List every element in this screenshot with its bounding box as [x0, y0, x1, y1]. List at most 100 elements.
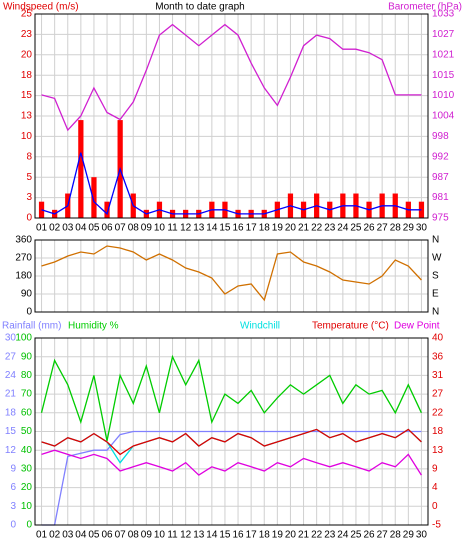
bar — [104, 201, 110, 218]
x-tick-label: 23 — [324, 223, 336, 234]
x-tick-label: 03 — [62, 530, 74, 541]
legend-entry: Windchill — [240, 321, 280, 332]
x-tick-label: 09 — [141, 223, 153, 234]
y3-tick-label: 0 — [26, 520, 32, 531]
y2-tick-label: 975 — [432, 213, 449, 224]
chart-title: Month to date graph — [155, 2, 245, 13]
y2-tick-label: N — [432, 307, 439, 318]
bar — [91, 177, 97, 218]
y2-tick-label: 1015 — [432, 70, 455, 81]
y2-tick-label: 1033 — [432, 9, 455, 20]
y2-tick-label: 27 — [432, 389, 444, 400]
legend-entry: Humidity % — [68, 321, 119, 332]
legend-entry: Rainfall (mm) — [2, 321, 61, 332]
y-tick-label: 10 — [21, 131, 33, 142]
x-tick-label: 03 — [62, 223, 74, 234]
y2-tick-label: 18 — [432, 426, 444, 437]
y2-tick-label: 13 — [432, 445, 444, 456]
legend-entry: Temperature (°C) — [312, 321, 389, 332]
x-tick-label: 18 — [259, 530, 271, 541]
y2-axis-label: Barometer (hPa) — [388, 2, 462, 13]
y-tick-label: 0 — [26, 307, 32, 318]
x-tick-label: 07 — [115, 530, 127, 541]
x-tick-label: 08 — [128, 530, 140, 541]
legend-entry: Dew Point — [394, 321, 440, 332]
y-tick-label: 30 — [5, 333, 17, 344]
x-tick-label: 28 — [390, 223, 402, 234]
y3-tick-label: 80 — [21, 370, 33, 381]
x-tick-label: 27 — [377, 223, 389, 234]
x-tick-label: 25 — [350, 530, 362, 541]
y-tick-label: 24 — [5, 370, 17, 381]
x-tick-label: 13 — [193, 223, 205, 234]
x-tick-label: 15 — [219, 530, 231, 541]
y-tick-label: 15 — [5, 426, 17, 437]
x-tick-label: 29 — [403, 223, 415, 234]
y-tick-label: 6 — [10, 482, 16, 493]
y2-tick-label: 4 — [432, 482, 438, 493]
x-tick-label: 05 — [88, 223, 100, 234]
y3-tick-label: 10 — [21, 501, 33, 512]
x-tick-label: 21 — [298, 223, 310, 234]
y-tick-label: 21 — [5, 389, 17, 400]
y2-tick-label: 36 — [432, 351, 444, 362]
y-tick-label: 27 — [5, 351, 17, 362]
plot-border — [34, 337, 429, 526]
y2-tick-label: 31 — [432, 370, 444, 381]
x-tick-label: 25 — [350, 223, 362, 234]
x-tick-label: 24 — [337, 223, 349, 234]
x-tick-label: 11 — [167, 223, 178, 234]
y-tick-label: 3 — [26, 192, 32, 203]
x-tick-label: 17 — [246, 530, 258, 541]
x-tick-label: 21 — [298, 530, 310, 541]
x-tick-label: 01 — [36, 530, 48, 541]
x-tick-label: 15 — [219, 223, 231, 234]
y2-tick-label: 1004 — [432, 111, 455, 122]
bar — [418, 201, 425, 218]
series-line — [41, 152, 422, 216]
x-tick-label: 12 — [180, 223, 192, 234]
y-tick-label: 18 — [21, 70, 33, 81]
x-tick-label: 04 — [75, 223, 87, 234]
y2-tick-label: N — [432, 235, 439, 246]
y-tick-label: 270 — [15, 253, 32, 264]
y3-tick-label: 70 — [21, 389, 33, 400]
x-tick-label: 20 — [285, 223, 297, 234]
x-tick-label: 10 — [154, 530, 166, 541]
x-tick-label: 07 — [115, 223, 127, 234]
plot-border — [34, 239, 429, 313]
y-axis-label: Windspeed (m/s) — [3, 2, 79, 13]
y-tick-label: 180 — [15, 271, 32, 282]
y2-tick-label: 22 — [432, 407, 444, 418]
x-tick-label: 14 — [206, 223, 218, 234]
x-tick-label: 19 — [272, 223, 284, 234]
y2-tick-label: W — [432, 253, 442, 264]
y2-tick-label: 987 — [432, 172, 449, 183]
x-tick-label: 14 — [206, 530, 218, 541]
x-tick-label: 10 — [154, 223, 166, 234]
x-tick-label: 26 — [363, 223, 375, 234]
y-tick-label: 360 — [15, 235, 32, 246]
y3-tick-label: 20 — [21, 482, 33, 493]
x-tick-label: 19 — [272, 530, 284, 541]
x-tick-label: 06 — [101, 223, 113, 234]
x-tick-label: 16 — [232, 223, 244, 234]
y3-tick-label: 50 — [21, 426, 33, 437]
series-line — [41, 430, 422, 526]
x-tick-label: 02 — [49, 223, 61, 234]
series-line — [41, 245, 422, 302]
x-tick-label: 02 — [49, 530, 61, 541]
y2-tick-label: 0 — [432, 501, 438, 512]
y2-tick-label: 40 — [432, 333, 444, 344]
series-line — [40, 354, 422, 442]
y-tick-label: 90 — [21, 289, 33, 300]
x-tick-label: 16 — [232, 530, 244, 541]
y3-tick-label: 60 — [21, 407, 33, 418]
x-tick-label: 29 — [403, 530, 415, 541]
y-tick-label: 5 — [26, 172, 32, 183]
x-tick-label: 26 — [363, 530, 375, 541]
y3-tick-label: 40 — [21, 445, 33, 456]
y2-tick-label: 9 — [432, 464, 438, 475]
y-tick-label: 13 — [21, 111, 33, 122]
